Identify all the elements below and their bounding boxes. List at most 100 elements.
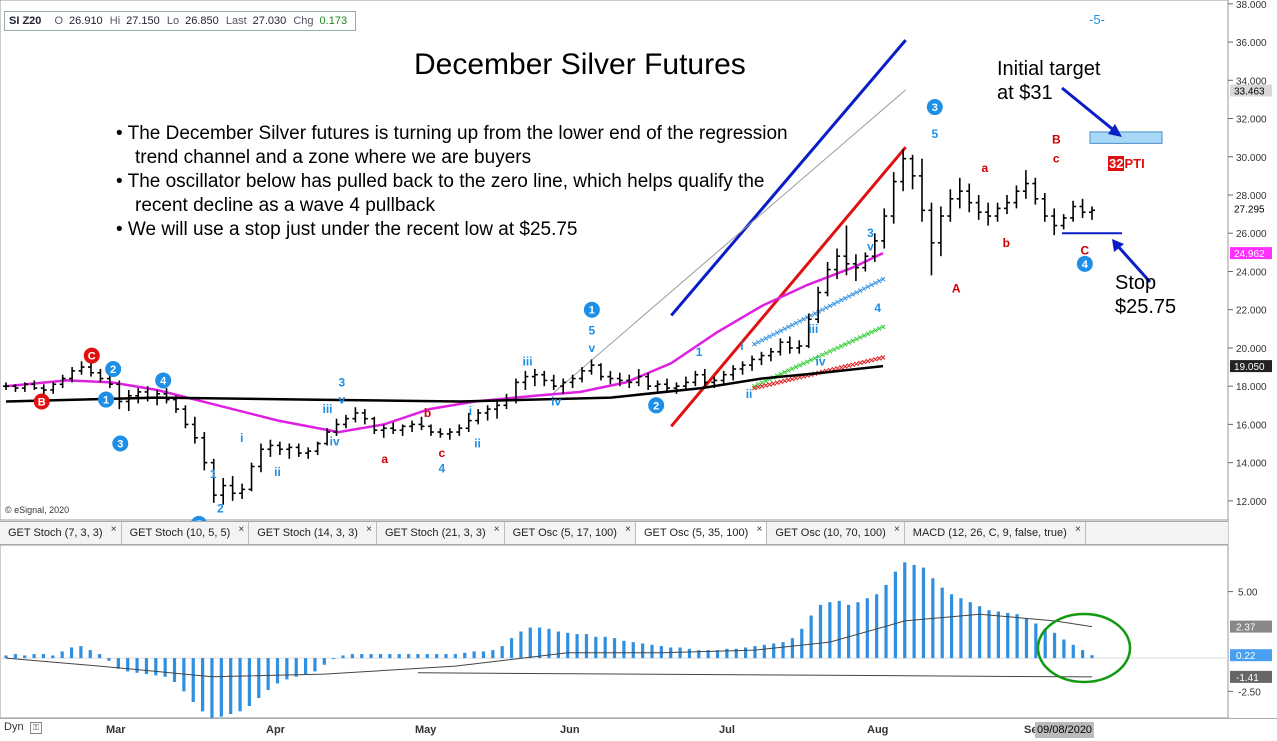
osc-bar xyxy=(425,654,429,659)
price-bar xyxy=(597,363,604,381)
price-bar xyxy=(163,388,170,404)
band-marker xyxy=(763,336,769,341)
band-marker xyxy=(797,318,803,324)
osc-bar xyxy=(238,658,242,712)
wave-label: iii xyxy=(323,402,333,416)
price-bar xyxy=(456,424,463,436)
osc-bar xyxy=(266,658,270,691)
tab-get-stoch-10[interactable]: GET Stoch (10, 5, 5) × xyxy=(122,522,250,544)
target-arrow xyxy=(1061,86,1117,134)
price-bar xyxy=(711,376,718,389)
band-marker xyxy=(880,355,886,360)
osc-bar xyxy=(519,631,523,659)
price-bar xyxy=(579,367,586,383)
price-bar xyxy=(1013,185,1020,209)
price-bar xyxy=(966,183,973,213)
band-marker xyxy=(861,359,867,365)
osc-bar xyxy=(846,604,851,659)
band-marker xyxy=(861,333,867,338)
osc-bar xyxy=(715,650,720,659)
wave-label: ii xyxy=(474,437,481,451)
price-bar xyxy=(59,374,66,389)
close-icon[interactable]: × xyxy=(893,524,900,535)
tab-get-osc-5-35[interactable]: GET Osc (5, 35, 100) × xyxy=(635,522,768,544)
bullet-1: • The December Silver futures is turning… xyxy=(116,123,788,144)
lock-icon[interactable]: ⚿ xyxy=(30,722,42,734)
osc-bar xyxy=(996,611,1000,659)
band-marker xyxy=(786,368,791,373)
band-marker xyxy=(808,313,814,318)
price-bar xyxy=(900,149,907,192)
price-bar xyxy=(560,378,567,394)
band-marker xyxy=(869,282,874,288)
osc-bar xyxy=(4,655,8,659)
close-icon[interactable]: × xyxy=(238,524,245,535)
price-bar xyxy=(144,386,151,402)
osc-bar xyxy=(828,602,832,659)
osc-bar xyxy=(416,654,420,659)
tab-get-osc-10-70[interactable]: GET Osc (10, 70, 100) × xyxy=(767,522,905,544)
wave-label: ii xyxy=(746,387,753,401)
osc-bar xyxy=(968,602,972,659)
quote-bar: SI Z20 O 26.910 Hi 27.150 Lo 26.850 Last 27.… xyxy=(4,11,357,31)
tab-get-stoch-7[interactable]: GET Stoch (7, 3, 3) × xyxy=(0,522,122,544)
band-marker xyxy=(835,299,840,305)
close-icon[interactable]: × xyxy=(366,524,372,535)
tab-get-stoch-14[interactable]: GET Stoch (14, 3, 3) × xyxy=(249,522,377,544)
osc-bar xyxy=(734,648,738,659)
wave-label: a xyxy=(381,452,388,466)
tab-label: GET Osc (5, 17, 100) xyxy=(512,527,617,539)
band-marker xyxy=(820,307,825,313)
osc-bar xyxy=(1043,628,1047,659)
osc-bar xyxy=(865,598,869,659)
close-icon[interactable]: × xyxy=(1075,524,1081,535)
osc-bar xyxy=(622,640,626,659)
tab-label: GET Osc (5, 35, 100) xyxy=(643,527,749,539)
month-label: Jun xyxy=(560,724,580,736)
wave-label: c xyxy=(1053,152,1060,166)
time-axis-bar xyxy=(0,718,1277,741)
band-marker xyxy=(793,320,799,326)
osc-bar xyxy=(163,658,167,677)
wave-circle-label: 4 xyxy=(160,375,167,387)
band-marker xyxy=(823,305,829,311)
price-badge-label: 19.050 xyxy=(1234,362,1265,373)
band-marker xyxy=(857,360,863,366)
wave-circle-label: 2 xyxy=(110,364,116,376)
moving-average-black xyxy=(5,364,884,403)
osc-bar xyxy=(725,648,729,659)
price-bar xyxy=(919,158,926,222)
price-bar xyxy=(125,390,132,412)
osc-bar xyxy=(332,658,336,660)
band-marker xyxy=(869,357,874,363)
copyright: © eSignal, 2020 xyxy=(5,505,70,515)
wave-circle-label: 4 xyxy=(1082,259,1089,271)
price-badge xyxy=(1230,247,1272,260)
wave-label: 1 xyxy=(210,467,217,481)
close-icon[interactable]: × xyxy=(493,524,500,535)
osc-bar xyxy=(491,650,495,659)
dyn-toggle[interactable]: Dyn xyxy=(4,721,24,733)
tab-macd[interactable]: MACD (12, 26, C, 9, false, true) × xyxy=(905,522,1086,544)
price-badge xyxy=(1230,360,1272,373)
month-label: Apr xyxy=(266,724,285,736)
price-bar xyxy=(956,177,963,209)
target-annotation-line2: at $31 xyxy=(997,82,1053,104)
close-icon[interactable]: × xyxy=(110,524,117,535)
close-icon[interactable]: × xyxy=(756,524,763,535)
wave-label: c xyxy=(438,446,445,460)
wave-label: 1 xyxy=(696,345,703,359)
tab-get-osc-5-17[interactable]: GET Osc (5, 17, 100) × xyxy=(505,522,636,544)
osc-bar xyxy=(575,634,579,659)
osc-bar xyxy=(650,644,654,659)
price-bar xyxy=(937,206,944,257)
close-icon[interactable]: × xyxy=(625,524,631,535)
osc-bar xyxy=(229,658,233,715)
osc-bar xyxy=(800,628,804,659)
osc-bar xyxy=(453,654,457,659)
price-tick-label: 28.000 xyxy=(1236,191,1267,202)
band-marker xyxy=(789,322,795,328)
price-bar xyxy=(172,395,179,413)
tab-get-stoch-21[interactable]: GET Stoch (21, 3, 3) × xyxy=(377,522,505,544)
